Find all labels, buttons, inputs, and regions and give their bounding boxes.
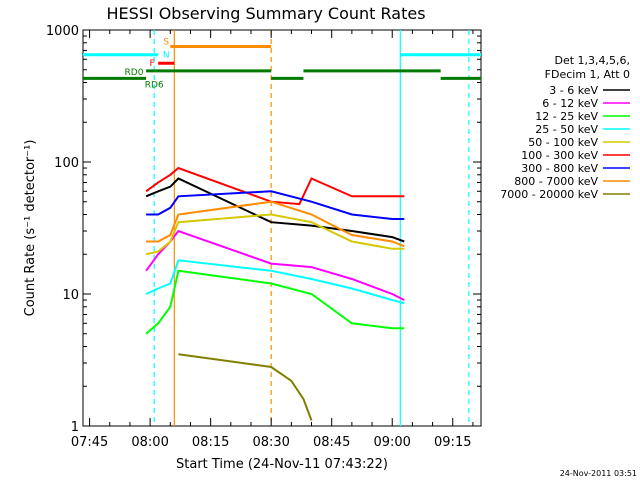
x-axis-label: Start Time (24-Nov-11 07:43:22) xyxy=(176,457,388,472)
series-line xyxy=(145,269,405,335)
y-tick-label: 10 xyxy=(62,288,79,303)
legend-entry-label: 50 - 100 keV xyxy=(528,136,598,149)
footer-timestamp: 24-Nov-2011 03:51 xyxy=(560,469,637,478)
legend-entry-label: 7000 - 20000 keV xyxy=(500,188,598,201)
y-tick-label: 100 xyxy=(54,156,79,171)
vertical-markers xyxy=(153,30,470,426)
state-bar-label: N xyxy=(163,51,170,61)
series-line xyxy=(145,166,405,206)
chart-title: HESSI Observing Summary Count Rates xyxy=(106,4,425,23)
x-tick-label: 07:45 xyxy=(71,435,108,450)
legend-entry-label: 300 - 800 keV xyxy=(521,162,598,175)
x-tick-label: 09:00 xyxy=(373,435,410,450)
x-tick-label: 08:00 xyxy=(131,435,168,450)
y-axis-label: Count Rate (s⁻¹ detector⁻¹) xyxy=(23,140,38,317)
x-tick-label: 08:15 xyxy=(192,435,229,450)
y-axis: 1 10 100 1000 xyxy=(46,24,481,435)
y-tick-label: 1000 xyxy=(46,24,79,39)
legend: Det 1,3,4,5,6,FDecim 1, Att 0 3 - 6 keV6 … xyxy=(500,54,630,201)
x-tick-label: 08:30 xyxy=(252,435,289,450)
state-bar-label: RD6 xyxy=(145,80,164,90)
plot-area xyxy=(82,29,482,427)
legend-header: Det 1,3,4,5,6, xyxy=(554,54,630,67)
state-bar-label: F xyxy=(150,59,155,69)
series-lines xyxy=(145,166,405,421)
legend-entry-label: 100 - 300 keV xyxy=(521,149,598,162)
legend-entry-label: 12 - 25 keV xyxy=(535,110,598,123)
x-tick-label: 08:45 xyxy=(313,435,350,450)
series-line xyxy=(146,200,405,248)
legend-entry-label: 800 - 7000 keV xyxy=(514,175,598,188)
x-axis: 07:45 08:00 08:15 08:30 08:45 09:00 09:15 xyxy=(71,30,474,450)
state-bar-label: RD0 xyxy=(125,68,144,78)
series-line xyxy=(145,229,405,301)
legend-entry-label: 6 - 12 keV xyxy=(542,97,598,110)
legend-entry-label: 3 - 6 keV xyxy=(549,84,598,97)
legend-header: FDecim 1, Att 0 xyxy=(545,68,630,81)
x-tick-label: 09:15 xyxy=(434,435,471,450)
series-line xyxy=(145,213,405,256)
legend-entry-label: 25 - 50 keV xyxy=(535,123,598,136)
state-bar-label: S xyxy=(163,37,169,47)
y-tick-label: 1 xyxy=(71,420,79,435)
series-line xyxy=(145,177,405,243)
series-line xyxy=(145,259,405,305)
series-line xyxy=(146,190,405,220)
series-line xyxy=(178,353,313,421)
